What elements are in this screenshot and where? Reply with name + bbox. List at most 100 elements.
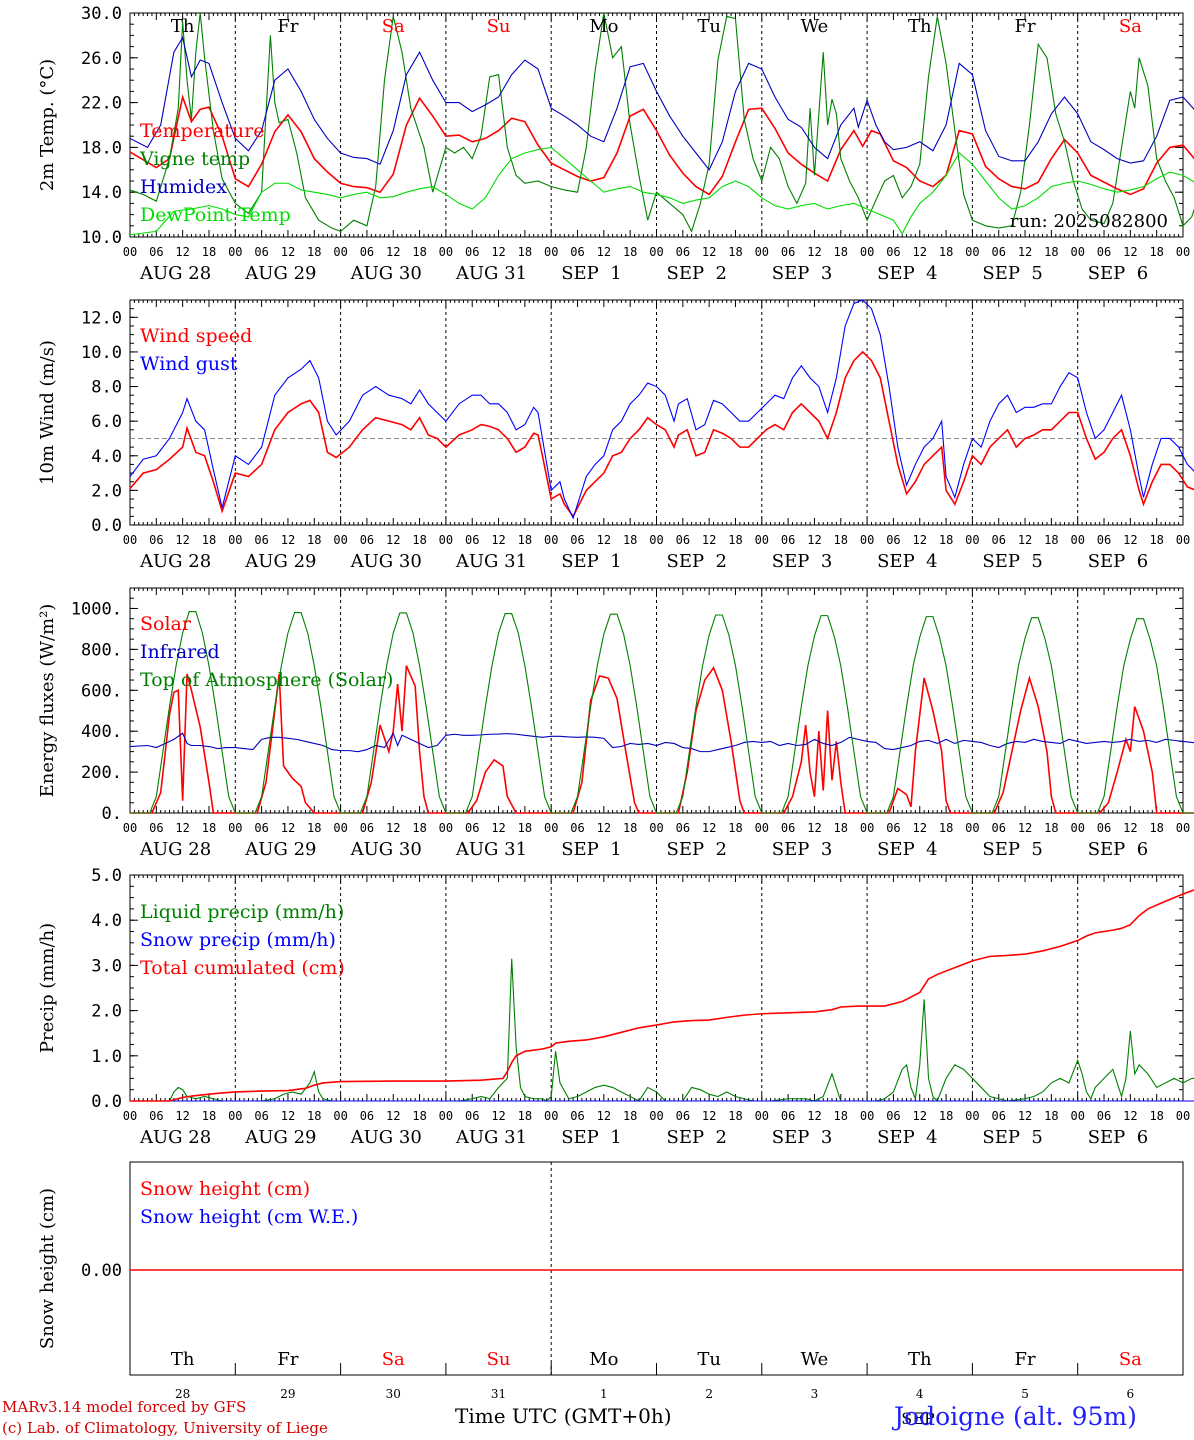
y-tick-label: 18.0 <box>81 138 122 158</box>
hour-tick-label: 06 <box>676 533 690 547</box>
hour-tick-label: 12 <box>175 821 189 835</box>
y-tick-label: 30.0 <box>81 4 122 24</box>
hour-tick-label: 18 <box>1149 1109 1163 1123</box>
series-line-liquid-precip-mm-h- <box>130 958 1194 1102</box>
hour-tick-label: 12 <box>702 821 716 835</box>
hour-tick-label: 12 <box>175 1109 189 1123</box>
hour-tick-label: 12 <box>913 1109 927 1123</box>
hour-tick-label: 00 <box>439 1109 453 1123</box>
hour-tick-label: 00 <box>755 1109 769 1123</box>
hour-tick-label: 06 <box>149 245 163 259</box>
hour-tick-label: 18 <box>623 1109 637 1123</box>
hour-tick-label: 18 <box>307 245 321 259</box>
hour-tick-label: 06 <box>1097 533 1111 547</box>
top-weekday-label: Sa <box>382 16 405 37</box>
hour-tick-label: 06 <box>360 245 374 259</box>
hour-tick-label: 06 <box>254 821 268 835</box>
date-label: SEP 2 <box>667 263 727 284</box>
y-tick-label: 0.0 <box>91 1092 122 1112</box>
hour-tick-label: 18 <box>728 1109 742 1123</box>
day-number: 5 <box>1021 1387 1029 1401</box>
hour-tick-label: 18 <box>623 533 637 547</box>
hour-tick-label: 06 <box>676 821 690 835</box>
date-label: AUG 29 <box>244 1127 316 1148</box>
hour-tick-label: 00 <box>1176 821 1190 835</box>
y-tick-label: 14.0 <box>81 183 122 203</box>
y-tick-label: 800. <box>81 640 122 660</box>
y-axis-label: Energy fluxes (W/m²) <box>37 604 58 798</box>
hour-tick-label: 00 <box>1176 1109 1190 1123</box>
hour-tick-label: 12 <box>913 533 927 547</box>
date-label: AUG 30 <box>350 263 422 284</box>
hour-tick-label: 12 <box>386 1109 400 1123</box>
hour-tick-label: 00 <box>965 1109 979 1123</box>
y-tick-label: 400. <box>81 722 122 742</box>
y-tick-label: 600. <box>81 681 122 701</box>
hour-tick-label: 06 <box>254 1109 268 1123</box>
hour-tick-label: 12 <box>807 821 821 835</box>
date-label: AUG 28 <box>139 551 211 572</box>
hour-tick-label: 12 <box>597 533 611 547</box>
hour-tick-label: 12 <box>491 1109 505 1123</box>
hour-tick-label: 12 <box>597 245 611 259</box>
hour-tick-label: 00 <box>649 821 663 835</box>
day-number: 6 <box>1127 1387 1135 1401</box>
y-tick-label: 22.0 <box>81 94 122 114</box>
hour-tick-label: 12 <box>1123 533 1137 547</box>
hour-tick-label: 12 <box>386 245 400 259</box>
hour-tick-label: 06 <box>781 1109 795 1123</box>
legend-dewpoint-temp: DewPoint Temp <box>140 204 291 226</box>
legend-humidex: Humidex <box>140 176 227 198</box>
y-tick-label: 0.0 <box>91 516 122 536</box>
hour-tick-label: 12 <box>597 821 611 835</box>
hour-tick-label: 18 <box>834 1109 848 1123</box>
hour-tick-label: 00 <box>544 245 558 259</box>
legend-infrared: Infrared <box>140 641 220 663</box>
date-label: SEP 3 <box>772 839 832 860</box>
hour-tick-label: 18 <box>728 245 742 259</box>
date-label: SEP 4 <box>877 1127 937 1148</box>
date-label: SEP 6 <box>1088 551 1148 572</box>
hour-tick-label: 18 <box>202 533 216 547</box>
hour-tick-label: 12 <box>491 821 505 835</box>
date-label: AUG 28 <box>139 263 211 284</box>
lab-credit: (c) Lab. of Climatology, University of L… <box>2 1419 328 1437</box>
hour-tick-label: 06 <box>465 245 479 259</box>
date-label: AUG 29 <box>244 839 316 860</box>
hour-tick-label: 00 <box>965 533 979 547</box>
panel-3: 0.0 1.0 2.0 3.0 4.0 5.0 Precip (mm/h) Liquid pr… <box>37 866 1194 1148</box>
hour-tick-label: 18 <box>939 245 953 259</box>
hour-tick-label: 06 <box>781 533 795 547</box>
hour-tick-label: 06 <box>465 1109 479 1123</box>
series-line-top-of-atmosphere-solar- <box>130 610 1194 814</box>
hour-tick-label: 18 <box>202 1109 216 1123</box>
hour-tick-label: 00 <box>123 533 137 547</box>
hour-tick-label: 12 <box>1018 1109 1032 1123</box>
hour-tick-label: 06 <box>570 245 584 259</box>
weekday-label: Th <box>171 1349 195 1370</box>
y-tick-label: 2.0 <box>91 1002 122 1022</box>
hour-tick-label: 06 <box>781 245 795 259</box>
hour-tick-label: 00 <box>544 533 558 547</box>
weekday-label: Tu <box>697 1349 721 1370</box>
hour-tick-label: 12 <box>1018 533 1032 547</box>
hour-tick-label: 12 <box>702 1109 716 1123</box>
y-tick-label: 2.0 <box>91 481 122 501</box>
y-tick-label: 200. <box>81 763 122 783</box>
hour-tick-label: 12 <box>491 533 505 547</box>
series-line-vigne-temp <box>129 12 1194 233</box>
panel-1: 0.0 2.0 4.0 6.0 8.0 10.0 12.0 10m Wind (m/s) Win… <box>37 299 1194 572</box>
hour-tick-label: 18 <box>728 533 742 547</box>
y-axis-label: Snow height (cm) <box>37 1188 58 1349</box>
series-line-solar <box>130 665 1194 814</box>
day-number: 4 <box>916 1387 924 1401</box>
hour-tick-label: 18 <box>1149 245 1163 259</box>
date-label: AUG 29 <box>244 263 316 284</box>
hour-tick-label: 18 <box>939 1109 953 1123</box>
hour-tick-label: 00 <box>1176 245 1190 259</box>
hour-tick-label: 12 <box>281 533 295 547</box>
month-label: SEP <box>901 1409 935 1428</box>
hour-tick-label: 18 <box>834 533 848 547</box>
legend-wind-speed: Wind speed <box>140 325 252 347</box>
